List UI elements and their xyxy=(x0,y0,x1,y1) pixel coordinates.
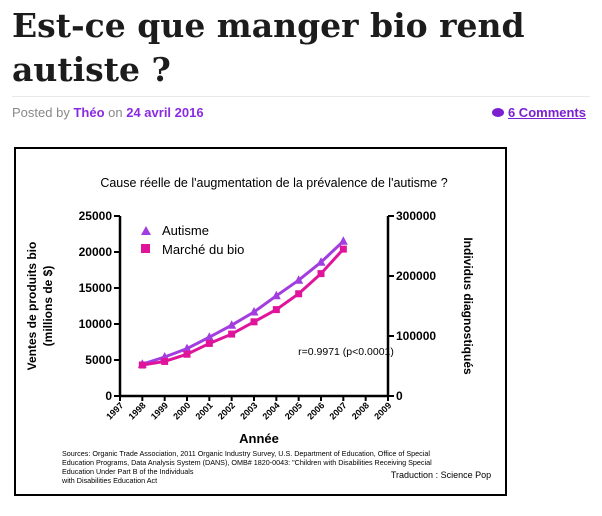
chart-svg: Cause réelle de l'augmentation de la pré… xyxy=(25,176,491,485)
data-point-bio xyxy=(138,361,146,369)
legend-label-autisme: Autisme xyxy=(162,223,209,238)
chart-figure: Cause réelle de l'augmentation de la pré… xyxy=(14,147,507,496)
y-right-tick-label: 100000 xyxy=(396,329,436,343)
data-point-autisme xyxy=(204,332,214,341)
on-label: on xyxy=(108,105,123,120)
y-left-tick-label: 15000 xyxy=(79,281,113,295)
comment-icon xyxy=(491,108,504,117)
y-left-tick-label: 5000 xyxy=(85,353,112,367)
date-link[interactable]: 24 avril 2016 xyxy=(126,105,204,120)
data-point-bio xyxy=(228,330,236,338)
x-tick-label: 2008 xyxy=(350,400,371,421)
x-tick-label: 2006 xyxy=(305,400,326,421)
x-tick-label: 2009 xyxy=(372,400,393,421)
data-point-autisme xyxy=(249,307,259,316)
x-tick-label: 1997 xyxy=(104,400,125,421)
data-point-bio xyxy=(161,357,169,365)
data-point-bio xyxy=(272,306,280,314)
y-right-label: Individus diagnostiqués xyxy=(461,237,475,375)
x-tick-label: 1998 xyxy=(127,400,148,421)
author-link[interactable]: Théo xyxy=(73,105,105,120)
legend-label-bio: Marché du bio xyxy=(162,242,244,257)
annotation: r=0.9971 (p<0.0001) xyxy=(298,346,394,358)
data-point-bio xyxy=(205,339,213,347)
comments-link[interactable]: 6 Comments xyxy=(491,105,586,120)
comments-count: 6 Comments xyxy=(507,105,586,120)
page-title: Est-ce que manger bio rend autiste ? xyxy=(12,6,525,89)
x-axis-label: Année xyxy=(239,431,279,446)
y-right-tick-label: 0 xyxy=(396,389,403,403)
sources-line-3: Education Under Part B of the Individual… xyxy=(62,467,194,476)
chart-title: Cause réelle de l'augmentation de la pré… xyxy=(100,176,447,190)
data-point-autisme xyxy=(227,320,237,329)
y-left-label-units: (millions de $) xyxy=(41,266,55,347)
x-tick-label: 1999 xyxy=(149,400,170,421)
data-point-autisme xyxy=(338,236,348,245)
x-tick-label: 2002 xyxy=(216,400,237,421)
y-left-tick-label: 10000 xyxy=(79,317,113,331)
data-point-bio xyxy=(183,350,191,358)
data-point-bio xyxy=(250,318,258,326)
legend-marker-bio xyxy=(141,244,150,253)
translation: Traduction : Science Pop xyxy=(391,470,491,480)
sources-line-4: with Disabilities Education Act xyxy=(61,476,157,485)
post-meta: Posted by Théo on 24 avril 2016 xyxy=(12,105,204,120)
data-point-autisme xyxy=(182,343,192,353)
x-tick-label: 2000 xyxy=(171,400,192,421)
y-left-tick-label: 25000 xyxy=(79,209,113,223)
posted-by-label: Posted by xyxy=(12,105,70,120)
legend-marker-autisme xyxy=(141,226,151,235)
data-point-autisme xyxy=(316,257,326,266)
x-tick-label: 2007 xyxy=(328,400,349,421)
sources-line-2: Education Programs, Data Analysis System… xyxy=(62,458,432,467)
x-tick-label: 2003 xyxy=(238,400,259,421)
divider xyxy=(12,96,590,97)
data-point-autisme xyxy=(271,290,281,300)
series-line-autisme xyxy=(141,240,345,366)
x-tick-label: 2001 xyxy=(194,400,215,421)
data-point-bio xyxy=(339,245,347,253)
y-left-tick-label: 0 xyxy=(105,389,112,403)
x-tick-label: 2005 xyxy=(283,400,304,421)
y-left-tick-label: 20000 xyxy=(79,245,113,259)
y-right-tick-label: 200000 xyxy=(396,269,436,283)
data-point-bio xyxy=(317,270,325,278)
sources-line-1: Sources: Organic Trade Association, 2011… xyxy=(62,449,430,458)
y-left-label: Ventes de produits bio xyxy=(25,242,39,371)
data-point-bio xyxy=(295,290,303,298)
y-right-tick-label: 300000 xyxy=(396,209,436,223)
data-point-autisme xyxy=(294,275,304,284)
x-tick-label: 2004 xyxy=(261,400,282,421)
series-line-bio xyxy=(142,248,345,367)
